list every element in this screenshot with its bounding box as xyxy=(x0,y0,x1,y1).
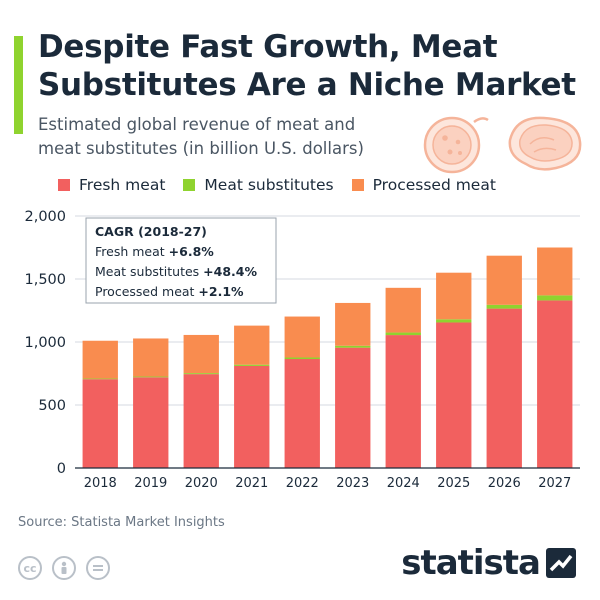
title-accent-bar xyxy=(14,36,23,134)
bar-meat-substitutes-2020 xyxy=(183,373,219,375)
statista-logo-icon xyxy=(546,548,576,578)
y-axis-ticks: 0 500 1,000 1,500 2,000 xyxy=(24,209,66,477)
annotation-line-processed-meat: Processed meat +2.1% xyxy=(95,284,244,299)
x-tick-label: 2027 xyxy=(538,476,571,491)
bar-fresh-meat-2021 xyxy=(234,365,270,468)
equals-icon[interactable] xyxy=(86,556,110,580)
bar-processed-meat-2018 xyxy=(82,340,118,379)
y-tick-label: 0 xyxy=(57,461,66,477)
annotation-line-fresh-meat: Fresh meat +6.8% xyxy=(95,244,214,259)
bar-processed-meat-2027 xyxy=(537,247,573,296)
bar-meat-substitutes-2026 xyxy=(486,304,522,309)
y-tick-label: 2,000 xyxy=(24,209,66,225)
person-icon[interactable] xyxy=(52,556,76,580)
x-tick-label: 2023 xyxy=(336,476,369,491)
bar-meat-substitutes-2021 xyxy=(234,364,270,366)
meat-illustration xyxy=(423,116,582,174)
legend-swatch-processed-meat xyxy=(351,179,364,191)
bar-fresh-meat-2025 xyxy=(436,322,472,468)
bar-fresh-meat-2024 xyxy=(385,335,421,468)
bar-fresh-meat-2022 xyxy=(284,359,320,468)
bar-fresh-meat-2018 xyxy=(82,379,118,468)
bar-fresh-meat-2019 xyxy=(133,377,169,468)
x-tick-label: 2021 xyxy=(235,476,268,491)
y-tick-label: 1,500 xyxy=(24,272,66,288)
bar-processed-meat-2023 xyxy=(335,302,371,346)
steak-icon xyxy=(508,116,582,171)
y-tick-label: 500 xyxy=(38,398,66,414)
bar-meat-substitutes-2023 xyxy=(335,345,371,348)
stacked-bar-chart: 0 500 1,000 1,500 2,000 2018 2019 2020 2021 2022… xyxy=(24,209,580,491)
bar-meat-substitutes-2024 xyxy=(385,332,421,336)
bar-fresh-meat-2023 xyxy=(335,347,371,468)
cagr-annotation-box: CAGR (2018-27) Fresh meat +6.8% Meat sub… xyxy=(85,217,277,304)
y-tick-label: 1,000 xyxy=(24,335,66,351)
x-axis-ticks: 2018 2019 2020 2021 2022 2023 2024 2025 2026 2027 xyxy=(84,476,572,491)
chart-title: Despite Fast Growth, Meat Substitutes Ar… xyxy=(38,29,576,103)
statista-logo[interactable]: statista xyxy=(401,543,576,583)
x-tick-label: 2024 xyxy=(387,476,420,491)
legend-item-processed-meat: Processed meat xyxy=(351,176,496,194)
legend-swatch-meat-substitutes xyxy=(183,179,196,191)
x-tick-label: 2018 xyxy=(84,476,117,491)
bar-processed-meat-2024 xyxy=(385,287,421,333)
license-icons: cc xyxy=(18,556,120,580)
brand-wordmark: statista xyxy=(401,543,541,583)
annotation-line-meat-substitutes: Meat substitutes +48.4% xyxy=(95,264,257,279)
x-tick-label: 2022 xyxy=(286,476,319,491)
chart-legend: Fresh meat Meat substitutes Processed me… xyxy=(58,174,514,196)
legend-swatch-fresh-meat xyxy=(58,179,70,191)
bar-processed-meat-2020 xyxy=(183,334,219,374)
annotation-title: CAGR (2018-27) xyxy=(95,224,207,239)
x-tick-label: 2025 xyxy=(437,476,470,491)
bar-meat-substitutes-2027 xyxy=(537,295,573,301)
bar-meat-substitutes-2019 xyxy=(133,376,169,378)
sausage-icon xyxy=(423,116,489,174)
source-note: Source: Statista Market Insights xyxy=(18,515,225,530)
x-tick-label: 2026 xyxy=(488,476,521,491)
chart-subtitle: Estimated global revenue of meat and mea… xyxy=(38,115,364,158)
bar-processed-meat-2019 xyxy=(133,338,169,377)
x-tick-label: 2020 xyxy=(185,476,218,491)
bar-processed-meat-2021 xyxy=(234,325,270,365)
bar-fresh-meat-2020 xyxy=(183,374,219,468)
bar-fresh-meat-2026 xyxy=(486,308,522,468)
legend-label: Fresh meat xyxy=(79,176,166,194)
bar-processed-meat-2026 xyxy=(486,255,522,305)
bar-meat-substitutes-2025 xyxy=(436,319,472,323)
legend-item-meat-substitutes: Meat substitutes xyxy=(183,176,334,194)
bar-processed-meat-2022 xyxy=(284,316,320,358)
x-tick-label: 2019 xyxy=(134,476,167,491)
legend-label: Meat substitutes xyxy=(204,176,334,194)
bars xyxy=(82,247,573,468)
bar-fresh-meat-2027 xyxy=(537,300,573,468)
cc-icon[interactable]: cc xyxy=(18,556,42,580)
bar-meat-substitutes-2022 xyxy=(284,357,320,360)
bar-meat-substitutes-2018 xyxy=(82,378,118,380)
legend-label: Processed meat xyxy=(372,176,496,194)
bar-processed-meat-2025 xyxy=(436,272,472,320)
legend-item-fresh-meat: Fresh meat xyxy=(58,176,165,194)
